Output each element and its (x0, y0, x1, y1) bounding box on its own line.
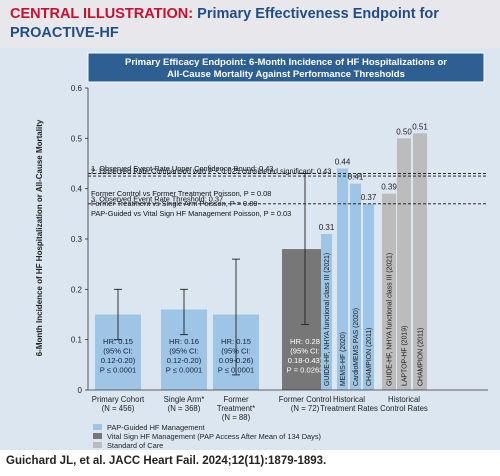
chart-title-box (87, 52, 485, 83)
hr-text-single-2: 0.12-0.20) (167, 356, 202, 365)
hr-text-former-treatment-3: P ≤ 0.0001 (218, 366, 255, 375)
header-title: Primary Effectiveness Endpoint for (197, 6, 439, 22)
hr-text-primary-1: (95% CI: (103, 347, 133, 356)
header-line-1: CENTRAL ILLUSTRATION: Primary Effectiven… (10, 6, 439, 22)
legend-swatch-soc (93, 442, 102, 448)
y-tick-label-4: 0.4 (71, 185, 83, 194)
hr-text-single-0: HR: 0.16 (169, 337, 199, 346)
threshold-label-2: 2. Observed Rate Comparison with P < 0.0… (91, 167, 331, 176)
x-label-former-treatment-0: Former (223, 395, 249, 404)
x-label-hist-treatment-0: Historical (333, 395, 365, 404)
bar-hist-treatment-3 (363, 203, 374, 390)
x-label-hist-control-1: Control Rates (380, 404, 428, 413)
bar-label-hist-control-1: LAPTOP-HF (2019) (402, 326, 409, 386)
y-tick-label-0: 0 (78, 386, 83, 395)
value-label-hist-treatment-1: 0.44 (335, 158, 351, 167)
y-tick-label-2: 0.2 (71, 285, 83, 294)
x-label-hist-treatment-1: Treatment Rates (320, 404, 378, 413)
x-label-hist-control-0: Historical (388, 395, 420, 404)
bar-label-hist-treatment-2: CardioMEMS PAS (2020) (353, 308, 360, 386)
bar-hist-control-2 (413, 133, 427, 391)
value-label-hist-treatment-2: 0.41 (348, 173, 364, 182)
hr-text-former-control-1: (95% CI: (290, 347, 320, 356)
p-values-block: Former Control vs Former Treatment Poiss… (91, 189, 291, 218)
y-tick-label-6: 0.6 (71, 84, 83, 93)
x-label-primary-1: (N = 456) (102, 404, 135, 413)
y-tick-label-5: 0.5 (71, 134, 83, 143)
hr-text-former-treatment-2: 0.09-0.26) (219, 356, 254, 365)
x-label-former-control-0: Former Control (279, 395, 332, 404)
bar-hist-control-1 (397, 138, 411, 390)
legend-swatch-pap (93, 424, 102, 430)
threshold-label-3: 3. Observed Event Rate Threshold: 0.37 (91, 194, 223, 203)
hr-text-former-control-0: HR: 0.28 (290, 337, 320, 346)
y-tick-label-3: 0.3 (71, 235, 83, 244)
thresholds-layer: 1. Observed Event Rate Upper Confidence … (88, 164, 488, 205)
hr-text-single-1: (95% CI: (169, 347, 199, 356)
value-label-hist-control-2: 0.51 (412, 122, 428, 131)
chart-svg: Primary Efficacy Endpoint: 6-Month Incid… (35, 52, 488, 450)
legend-label-pap: PAP-Guided HF Management (107, 423, 205, 432)
bar-label-hist-treatment-0: GUIDE-HF, NHYA functional class III (202… (324, 253, 331, 386)
bar-hist-treatment-2 (350, 183, 361, 390)
bar-hist-control-0 (382, 193, 396, 390)
value-label-hist-treatment-3: 0.37 (361, 193, 377, 202)
hr-text-single-3: P ≤ 0.0001 (166, 366, 203, 375)
hr-text-former-control-3: P = 0.0263 (287, 366, 324, 375)
legend-label-vital: Vital Sign HF Management (PAP Access Aft… (107, 432, 321, 441)
bar-label-hist-control-0: GUIDE-HF, NHYA functional class III (202… (387, 253, 394, 386)
bar-label-hist-treatment-3: CHAMPION (2011) (366, 328, 373, 386)
hr-text-primary-3: P ≤ 0.0001 (100, 366, 137, 375)
bar-label-hist-control-2: CHAMPION (2011) (418, 328, 425, 386)
x-label-former-control-1: (N = 72) (291, 404, 320, 413)
hr-text-former-treatment-1: (95% CI: (221, 347, 251, 356)
legend-swatch-vital (93, 433, 102, 439)
x-label-single-0: Single Arm* (164, 395, 205, 404)
y-axis-ticks: 0 0.1 0.2 0.3 0.4 0.5 0.6 (71, 84, 88, 395)
threshold-label-1: 1. Observed Event Rate Upper Confidence … (91, 164, 273, 173)
header-label: CENTRAL ILLUSTRATION: (10, 6, 194, 22)
y-tick-label-1: 0.1 (71, 336, 83, 345)
x-label-primary-0: Primary Cohort (92, 395, 145, 404)
hr-text-former-treatment-0: HR: 0.15 (221, 337, 251, 346)
chart-panel: Primary Efficacy Endpoint: 6-Month Incid… (0, 48, 500, 450)
bars-layer: HR: 0.15(95% CI:0.12-0.20)P ≤ 0.0001Prim… (92, 122, 429, 422)
hr-text-former-control-2: 0.18-0.43) (288, 356, 323, 365)
value-label-hist-control-0: 0.39 (381, 183, 397, 192)
legend-label-soc: Standard of Care (107, 441, 163, 450)
citation: Guichard JL, et al. JACC Heart Fail. 202… (6, 455, 327, 467)
value-label-hist-treatment-0: 0.31 (319, 223, 335, 232)
p-value-3: PAP-Guided vs Vital Sign HF Management P… (91, 209, 291, 218)
hr-text-primary-0: HR: 0.15 (103, 337, 133, 346)
illustration-header: CENTRAL ILLUSTRATION: Primary Effectiven… (0, 0, 500, 48)
header-title-continued: PROACTIVE-HF (10, 25, 119, 41)
p-value-2: Former Treatment vs Single Arm Poisson, … (91, 199, 257, 208)
bar-hist-treatment-1 (337, 168, 348, 390)
x-label-former-treatment-1: Treatment* (217, 404, 255, 413)
p-value-1: Former Control vs Former Treatment Poiss… (91, 189, 271, 198)
x-label-former-treatment-2: (N = 88) (222, 413, 251, 422)
bar-label-hist-treatment-1: MEMS-HF (2020) (340, 332, 347, 386)
value-label-hist-control-1: 0.50 (396, 127, 412, 136)
chart-title-line-1: Primary Efficacy Endpoint: 6-Month Incid… (125, 57, 447, 68)
chart-title-line-2: All-Cause Mortality Against Performance … (167, 69, 405, 80)
x-label-single-1: (N = 368) (168, 404, 201, 413)
y-axis-label: 6-Month Incidence of HF Hospitalization … (35, 119, 44, 356)
bar-hist-treatment-0 (321, 233, 332, 390)
hr-text-primary-2: 0.12-0.20) (101, 356, 136, 365)
